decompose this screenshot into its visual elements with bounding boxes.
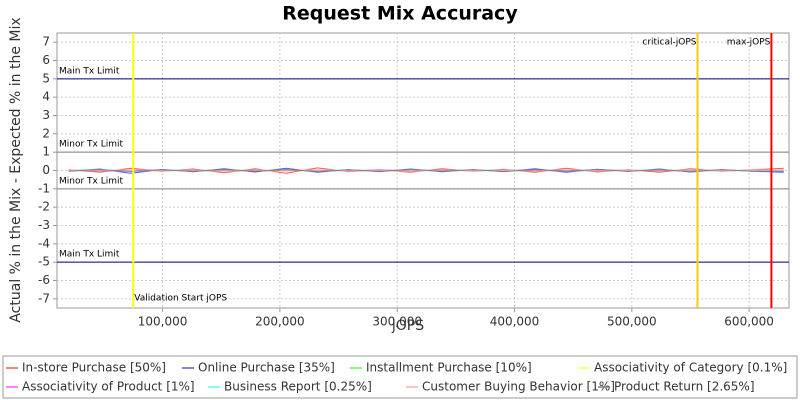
marker-label: critical-jOPS xyxy=(642,38,696,48)
y-tick-label: 1 xyxy=(42,145,50,159)
x-tick-label: 600,000 xyxy=(724,315,774,329)
reference-label: Minor Tx Limit xyxy=(59,176,124,186)
legend xyxy=(2,355,798,399)
reference-label: Minor Tx Limit xyxy=(59,140,124,150)
x-tick-label: 400,000 xyxy=(490,315,540,329)
x-tick-label: 500,000 xyxy=(607,315,657,329)
x-axis-label: jOPS xyxy=(391,318,424,334)
marker-label: max-jOPS xyxy=(727,38,771,48)
y-tick-label: -5 xyxy=(38,255,50,269)
y-tick-label: -3 xyxy=(38,218,50,232)
y-tick-label: 0 xyxy=(42,163,50,177)
legend-label: In-store Purchase [50%] xyxy=(22,361,166,375)
legend-label: Business Report [0.25%] xyxy=(224,380,372,394)
legend-label: Associativity of Product [1%] xyxy=(22,380,195,394)
y-tick-label: -7 xyxy=(38,291,50,305)
legend-label: Product Return [2.65%] xyxy=(614,380,755,394)
x-tick-label: 100,000 xyxy=(138,315,188,329)
legend-label: Customer Buying Behavior [1%] xyxy=(422,380,615,394)
legend-label: Associativity of Category [0.1%] xyxy=(594,361,787,375)
y-tick-label: 3 xyxy=(42,108,50,122)
y-tick-label: 2 xyxy=(42,126,50,140)
reference-label: Main Tx Limit xyxy=(59,66,120,76)
y-tick-label: 6 xyxy=(42,53,50,67)
y-tick-label: -4 xyxy=(38,236,50,250)
marker-label: Validation Start jOPS xyxy=(134,294,227,304)
x-tick-label: 300,000 xyxy=(372,315,422,329)
reference-label: Main Tx Limit xyxy=(59,250,120,260)
x-tick-label: 200,000 xyxy=(255,315,305,329)
y-tick-label: 7 xyxy=(42,35,50,49)
series-line xyxy=(68,169,784,172)
y-tick-label: 5 xyxy=(42,71,50,85)
legend-label: Installment Purchase [10%] xyxy=(366,361,532,375)
y-tick-label: 4 xyxy=(42,90,50,104)
y-tick-label: -2 xyxy=(38,200,50,214)
legend-label: Online Purchase [35%] xyxy=(198,361,335,375)
chart-title: Request Mix Accuracy xyxy=(282,3,518,25)
y-tick-label: -6 xyxy=(38,273,50,287)
y-axis-label: Actual % in the Mix - Expected % in the … xyxy=(8,17,24,322)
y-tick-label: -1 xyxy=(38,181,50,195)
